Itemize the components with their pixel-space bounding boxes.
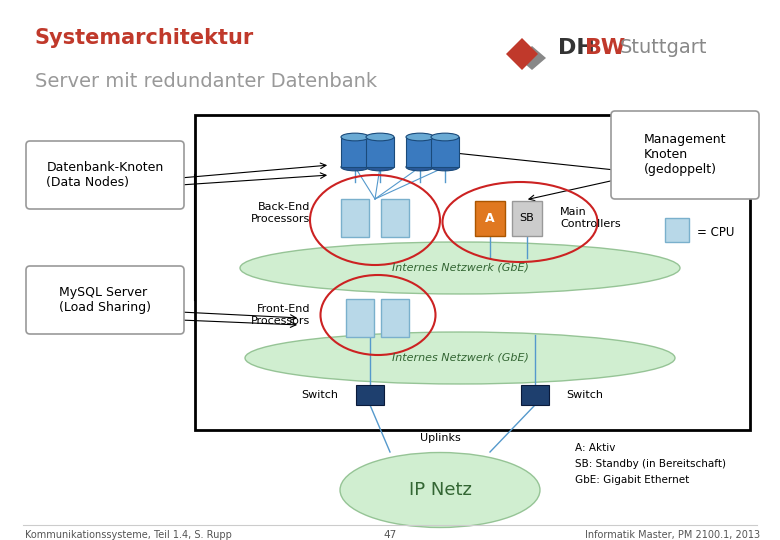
Bar: [381, 299, 409, 337]
Bar: [512, 201, 542, 236]
Text: SB: SB: [519, 213, 534, 223]
Ellipse shape: [366, 163, 394, 171]
Bar: [195, 115, 750, 430]
Text: = CPU: = CPU: [697, 226, 735, 239]
Text: Internes Netzwerk (GbE): Internes Netzwerk (GbE): [392, 263, 528, 273]
Text: IP Netz: IP Netz: [409, 481, 471, 499]
Ellipse shape: [240, 242, 680, 294]
Text: BW: BW: [585, 38, 626, 58]
Bar: [346, 299, 374, 337]
Text: Switch: Switch: [302, 390, 339, 400]
Text: Main
Controllers: Main Controllers: [560, 207, 621, 229]
Ellipse shape: [340, 453, 540, 528]
Text: Systemarchitektur: Systemarchitektur: [35, 28, 254, 48]
Text: GbE: Gigabit Ethernet: GbE: Gigabit Ethernet: [575, 475, 690, 485]
Bar: [431, 137, 459, 167]
Text: Back-End
Processors: Back-End Processors: [250, 202, 310, 224]
Bar: [381, 199, 409, 237]
Ellipse shape: [341, 133, 369, 141]
Text: SB: Standby (in Bereitschaft): SB: Standby (in Bereitschaft): [575, 459, 726, 469]
Ellipse shape: [245, 332, 675, 384]
Ellipse shape: [341, 163, 369, 171]
Text: Server mit redundanter Datenbank: Server mit redundanter Datenbank: [35, 72, 377, 91]
Text: A: A: [485, 212, 495, 225]
Text: Management
Knoten
(gedoppelt): Management Knoten (gedoppelt): [644, 133, 726, 177]
Text: Internes Netzwerk (GbE): Internes Netzwerk (GbE): [392, 353, 528, 363]
Bar: [665, 218, 689, 242]
Bar: [341, 199, 369, 237]
Polygon shape: [506, 38, 538, 70]
Text: Informatik Master, PM 2100.1, 2013: Informatik Master, PM 2100.1, 2013: [585, 530, 760, 540]
Text: DH: DH: [558, 38, 595, 58]
Bar: [521, 385, 549, 405]
Bar: [356, 385, 384, 405]
Ellipse shape: [406, 163, 434, 171]
FancyBboxPatch shape: [26, 266, 184, 334]
Polygon shape: [518, 46, 546, 70]
Text: Uplinks: Uplinks: [420, 433, 460, 443]
Text: Stuttgart: Stuttgart: [620, 38, 707, 57]
Text: Datenbank-Knoten
(Data Nodes): Datenbank-Knoten (Data Nodes): [46, 161, 164, 189]
Bar: [475, 201, 505, 236]
Ellipse shape: [366, 133, 394, 141]
Text: Switch: Switch: [566, 390, 604, 400]
Ellipse shape: [406, 133, 434, 141]
Text: 47: 47: [384, 530, 396, 540]
Text: Front-End
Processors: Front-End Processors: [250, 304, 310, 326]
Text: MySQL Server
(Load Sharing): MySQL Server (Load Sharing): [59, 286, 151, 314]
FancyBboxPatch shape: [26, 141, 184, 209]
Bar: [341, 137, 369, 167]
FancyBboxPatch shape: [611, 111, 759, 199]
Text: A: Aktiv: A: Aktiv: [575, 443, 615, 453]
Ellipse shape: [431, 133, 459, 141]
Bar: [406, 137, 434, 167]
Ellipse shape: [431, 163, 459, 171]
Bar: [366, 137, 394, 167]
Text: Kommunikationssysteme, Teil 1.4, S. Rupp: Kommunikationssysteme, Teil 1.4, S. Rupp: [25, 530, 232, 540]
